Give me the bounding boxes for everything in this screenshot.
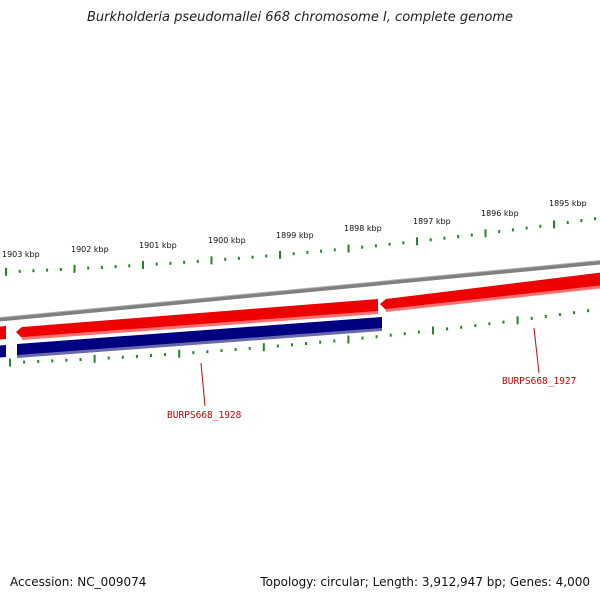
- gene-label-burps668-1927[interactable]: BURPS668_1927: [502, 376, 576, 387]
- genome-summary: Topology: circular; Length: 3,912,947 bp…: [260, 575, 590, 589]
- gene-arrow-reverse-shade: [17, 328, 382, 358]
- outer-tick-ring: [5, 217, 597, 276]
- map-title: Burkholderia pseudomallei 668 chromosome…: [86, 10, 514, 25]
- scale-label-1896: 1896 kbp: [481, 209, 519, 218]
- gene-arrow-forward-shade: [22, 311, 378, 340]
- genome-backbone: [0, 260, 600, 322]
- scale-label-1901: 1901 kbp: [139, 241, 177, 250]
- scale-label-1898: 1898 kbp: [344, 224, 382, 233]
- scale-label-1903: 1903 kbp: [2, 250, 40, 259]
- gene-arrow-burps668-1927[interactable]: [380, 272, 600, 310]
- scale-label-1902: 1902 kbp: [71, 245, 109, 254]
- genome-backbone-highlight: [0, 259, 600, 319]
- scale-label-1897: 1897 kbp: [413, 217, 451, 226]
- gene-arrow-burps668-1928-forward[interactable]: [16, 299, 378, 338]
- scale-labels: 1903 kbp 1902 kbp 1901 kbp 1900 kbp 1899…: [2, 199, 587, 259]
- inner-tick-ring: [9, 309, 590, 367]
- scale-label-1899: 1899 kbp: [276, 231, 314, 240]
- gene-arrow-edge-forward[interactable]: [0, 326, 6, 340]
- gene-label-burps668-1928[interactable]: BURPS668_1928: [167, 410, 242, 421]
- scale-label-1895: 1895 kbp: [549, 199, 587, 208]
- leader-line-burps668-1928: [200, 362, 206, 407]
- gene-arrow-burps668-1927-shade: [386, 285, 600, 312]
- leader-line-burps668-1927: [533, 327, 540, 374]
- gene-arrow-edge-reverse[interactable]: [0, 345, 6, 358]
- scale-label-1900: 1900 kbp: [208, 236, 246, 245]
- gene-arrow-burps668-1928[interactable]: [17, 317, 382, 357]
- accession-label: Accession: NC_009074: [10, 575, 147, 589]
